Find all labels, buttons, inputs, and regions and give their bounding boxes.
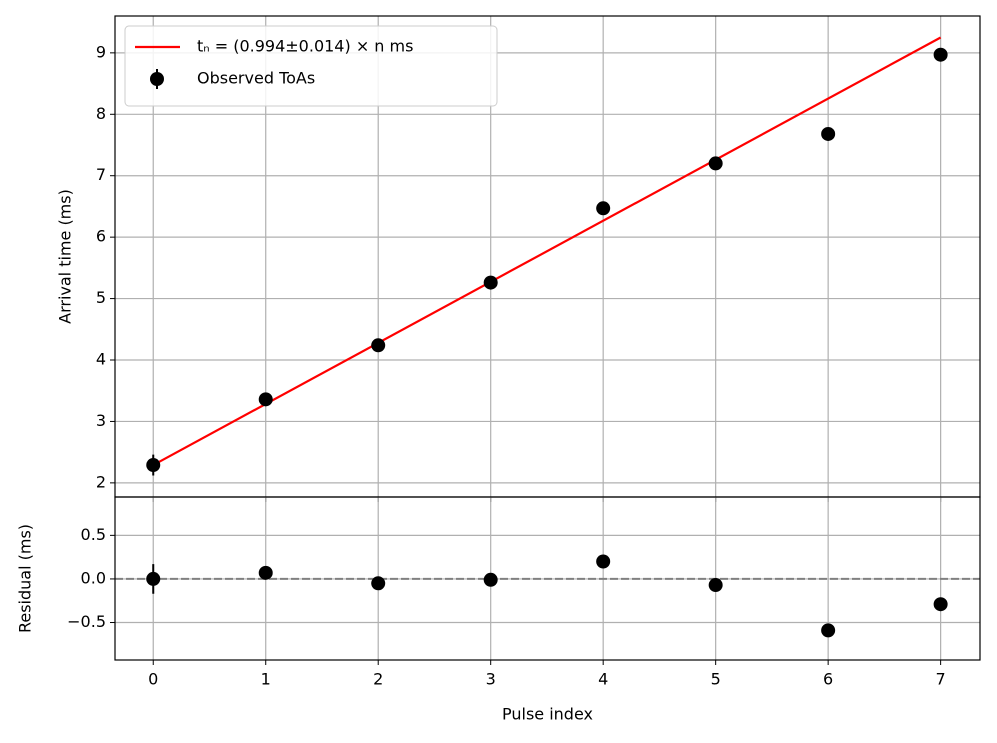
data-point: [933, 47, 948, 62]
y-axis-label: Arrival time (ms): [56, 189, 75, 324]
y-tick-label: 5: [96, 288, 106, 307]
data-point: [483, 275, 498, 290]
y-tick-label: 0.0: [81, 568, 106, 587]
legend-box: [124, 25, 498, 107]
x-tick-label: 2: [373, 670, 383, 689]
y-tick-label: 4: [96, 350, 106, 369]
y-tick-label: 2: [96, 472, 106, 491]
y-tick-label: 6: [96, 227, 106, 246]
data-point: [483, 572, 498, 587]
x-tick-label: 1: [261, 670, 271, 689]
x-tick-label: 6: [823, 670, 833, 689]
y-tick-label: 3: [96, 411, 106, 430]
x-tick-label: 0: [148, 670, 158, 689]
legend-label: tₙ = (0.994±0.014) × n ms: [197, 37, 413, 56]
y-tick-label: 0.5: [81, 525, 106, 544]
data-point: [146, 458, 161, 473]
data-point: [596, 554, 611, 569]
data-point: [258, 392, 273, 407]
legend-label: Observed ToAs: [197, 69, 315, 88]
y-tick-label: 8: [96, 104, 106, 123]
x-tick-label: 7: [936, 670, 946, 689]
legend-swatch: [150, 72, 164, 86]
data-point: [146, 571, 161, 586]
plot-frame: [114, 496, 981, 661]
data-point: [708, 578, 723, 593]
y-tick-label: 9: [96, 42, 106, 61]
fit-line: [152, 36, 942, 467]
data-point: [821, 126, 836, 141]
data-point: [821, 623, 836, 638]
y-axis-label: Residual (ms): [16, 524, 35, 633]
x-tick-label: 5: [711, 670, 721, 689]
data-point: [371, 338, 386, 353]
data-point: [933, 597, 948, 612]
x-axis-label: Pulse index: [502, 705, 593, 724]
data-point: [258, 565, 273, 580]
y-tick-label: 7: [96, 165, 106, 184]
x-tick-label: 3: [486, 670, 496, 689]
data-point: [708, 156, 723, 171]
x-tick-label: 4: [598, 670, 608, 689]
data-point: [371, 576, 386, 591]
y-tick-label: −0.5: [67, 612, 106, 631]
data-point: [596, 201, 611, 216]
